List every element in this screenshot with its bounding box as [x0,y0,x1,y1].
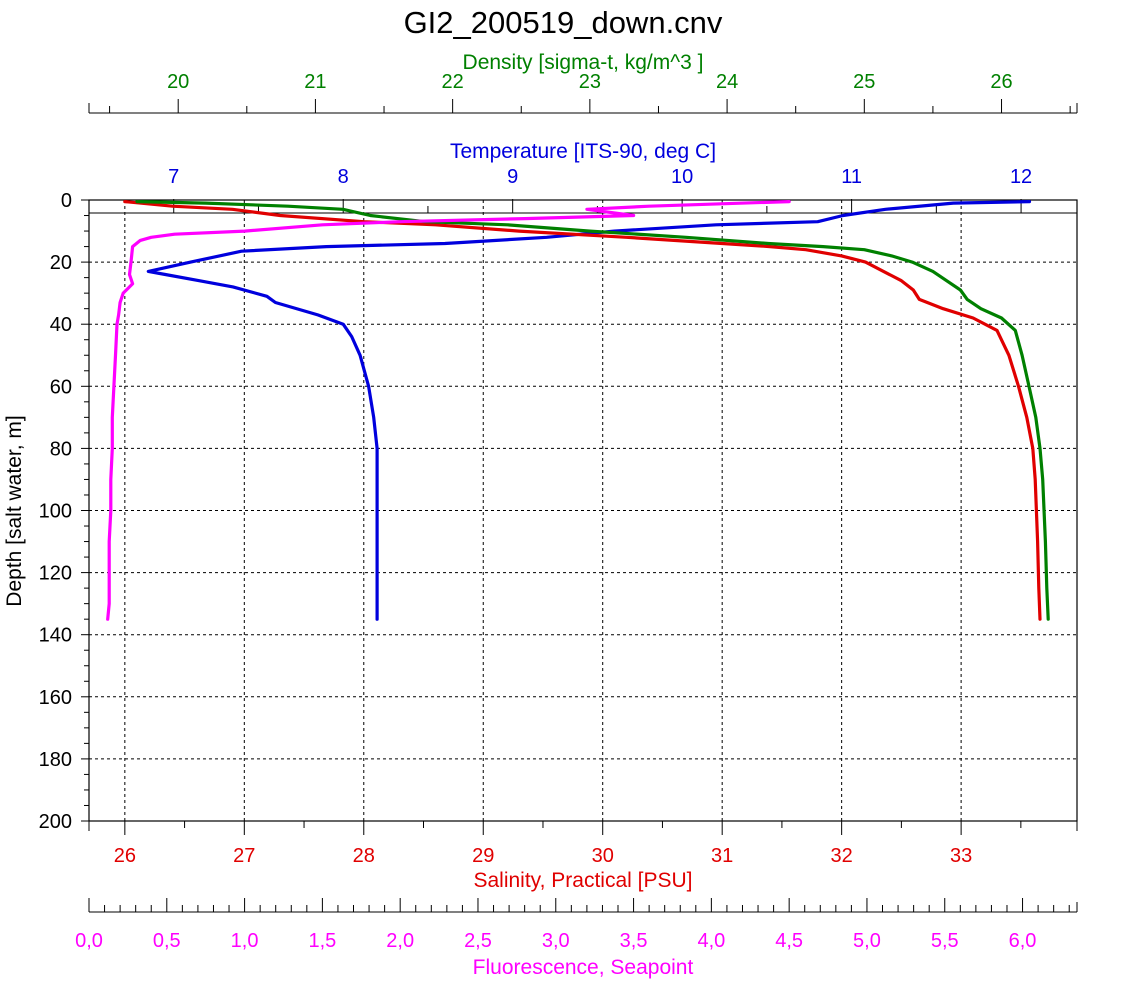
y-axis: 0 20 40 60 80 100 120 140 160 180 200 [39,190,89,833]
fluorescence-tick-label: 3,5 [620,930,648,952]
fluorescence-tick-label: 0,5 [153,930,181,952]
fluorescence-tick-label: 2,0 [386,930,414,952]
y-tick-label: 60 [50,376,72,398]
fluorescence-tick-label: 1,5 [308,930,336,952]
density-tick-label: 25 [853,71,875,93]
salinity-tick-label: 33 [950,845,972,867]
salinity-tick-label: 32 [831,845,853,867]
fluorescence-tick-label: 2,5 [464,930,492,952]
salinity-tick-label: 27 [233,845,255,867]
fluorescence-tick-label: 4,0 [697,930,725,952]
density-tick-label: 21 [304,71,326,93]
salinity-axis-title: Salinity, Practical [PSU] [473,869,692,892]
fluorescence-axis-title: Fluorescence, Seapoint [473,956,694,979]
fluorescence-profile-line [106,200,791,621]
fluorescence-tick-label: 5,5 [931,930,959,952]
temperature-tick-label: 10 [671,166,693,188]
y-tick-label: 100 [39,501,72,523]
fluorescence-tick-label: 1,0 [231,930,259,952]
y-tick-label: 160 [39,687,72,709]
temperature-tick-label: 8 [338,166,349,188]
y-tick-label: 120 [39,563,72,585]
fluorescence-tick-label: 5,0 [853,930,881,952]
fluorescence-tick-label: 0,0 [75,930,103,952]
temperature-tick-label: 7 [168,166,179,188]
fluorescence-axis: 0,0 0,5 1,0 1,5 2,0 2,5 3,0 3,5 4,0 4,5 5,0 5,5 6,0 F… [75,898,1078,979]
temperature-tick-label: 9 [507,166,518,188]
y-tick-label: 40 [50,314,72,336]
fluorescence-tick-label: 6,0 [1009,930,1037,952]
salinity-tick-label: 29 [472,845,494,867]
temperature-tick-label: 11 [841,166,862,188]
data-series [106,200,1050,621]
y-tick-label: 140 [39,625,72,647]
y-tick-label: 200 [39,811,72,833]
salinity-tick-label: 28 [353,845,375,867]
density-tick-label: 23 [579,71,601,93]
temperature-profile-line [146,200,1032,621]
y-axis-label: Depth [salt water, m] [3,415,26,606]
density-profile-line [135,200,1050,621]
temperature-tick-label: 12 [1010,166,1032,188]
y-tick-label: 20 [50,252,72,274]
temperature-axis-title: Temperature [ITS-90, deg C] [450,140,716,163]
grid-lines [89,200,1077,821]
density-tick-label: 26 [990,71,1012,93]
y-tick-label: 180 [39,749,72,771]
fluorescence-tick-label: 3,0 [542,930,570,952]
salinity-axis: 26 27 28 29 30 31 32 33 Salinity, Practical [PSU… [88,821,1078,892]
density-tick-label: 24 [716,71,738,93]
salinity-tick-label: 26 [114,845,136,867]
density-tick-label: 22 [442,71,464,93]
y-tick-label: 80 [50,438,72,460]
density-tick-label: 20 [167,71,189,93]
density-axis: 20 21 22 23 24 25 26 Density [sigma-t, kg/m^3 ] [88,51,1078,114]
fluorescence-tick-label: 4,5 [775,930,803,952]
y-tick-label: 0 [61,190,72,212]
density-axis-title: Density [sigma-t, kg/m^3 ] [463,51,704,74]
salinity-tick-label: 30 [592,845,614,867]
salinity-tick-label: 31 [711,845,733,867]
chart-title: GI2_200519_down.cnv [404,5,723,40]
